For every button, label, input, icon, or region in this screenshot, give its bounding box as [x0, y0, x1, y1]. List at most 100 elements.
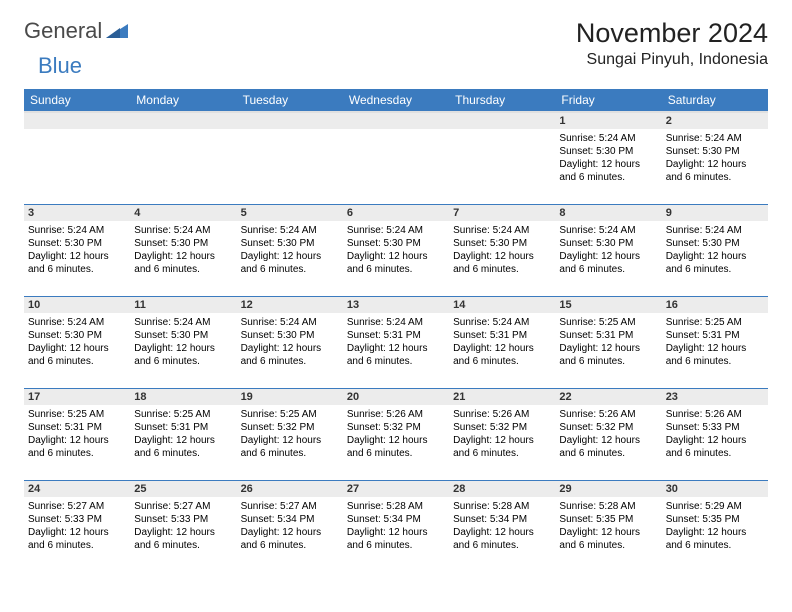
weekday-header: Friday — [555, 89, 661, 112]
day-details: Sunrise: 5:28 AMSunset: 5:34 PMDaylight:… — [449, 497, 555, 555]
day-details: Sunrise: 5:24 AMSunset: 5:30 PMDaylight:… — [555, 129, 661, 187]
calendar-day-cell: 17Sunrise: 5:25 AMSunset: 5:31 PMDayligh… — [24, 388, 130, 480]
day-details: Sunrise: 5:27 AMSunset: 5:34 PMDaylight:… — [237, 497, 343, 555]
day-details: Sunrise: 5:24 AMSunset: 5:30 PMDaylight:… — [130, 313, 236, 371]
day-details: Sunrise: 5:24 AMSunset: 5:31 PMDaylight:… — [343, 313, 449, 371]
day-details: Sunrise: 5:24 AMSunset: 5:30 PMDaylight:… — [237, 221, 343, 279]
weekday-header: Thursday — [449, 89, 555, 112]
day-number — [449, 113, 555, 129]
day-details: Sunrise: 5:24 AMSunset: 5:30 PMDaylight:… — [449, 221, 555, 279]
calendar-week-row: 24Sunrise: 5:27 AMSunset: 5:33 PMDayligh… — [24, 480, 768, 572]
day-details: Sunrise: 5:25 AMSunset: 5:31 PMDaylight:… — [662, 313, 768, 371]
day-number: 19 — [237, 389, 343, 405]
day-number: 15 — [555, 297, 661, 313]
day-number: 10 — [24, 297, 130, 313]
location: Sungai Pinyuh, Indonesia — [576, 51, 768, 69]
month-title: November 2024 — [576, 18, 768, 49]
day-number: 27 — [343, 481, 449, 497]
weekday-header: Monday — [130, 89, 236, 112]
weekday-header: Sunday — [24, 89, 130, 112]
calendar-day-cell: 24Sunrise: 5:27 AMSunset: 5:33 PMDayligh… — [24, 480, 130, 572]
day-number: 25 — [130, 481, 236, 497]
day-details: Sunrise: 5:24 AMSunset: 5:30 PMDaylight:… — [555, 221, 661, 279]
calendar-week-row: 17Sunrise: 5:25 AMSunset: 5:31 PMDayligh… — [24, 388, 768, 480]
day-number: 18 — [130, 389, 236, 405]
calendar-day-cell: 20Sunrise: 5:26 AMSunset: 5:32 PMDayligh… — [343, 388, 449, 480]
day-details: Sunrise: 5:25 AMSunset: 5:31 PMDaylight:… — [24, 405, 130, 463]
calendar-day-cell: 21Sunrise: 5:26 AMSunset: 5:32 PMDayligh… — [449, 388, 555, 480]
day-number: 4 — [130, 205, 236, 221]
day-details: Sunrise: 5:24 AMSunset: 5:31 PMDaylight:… — [449, 313, 555, 371]
day-number: 11 — [130, 297, 236, 313]
weekday-header: Tuesday — [237, 89, 343, 112]
calendar-day-cell: 3Sunrise: 5:24 AMSunset: 5:30 PMDaylight… — [24, 204, 130, 296]
day-details: Sunrise: 5:26 AMSunset: 5:32 PMDaylight:… — [555, 405, 661, 463]
day-number — [24, 113, 130, 129]
day-number: 5 — [237, 205, 343, 221]
day-details: Sunrise: 5:28 AMSunset: 5:35 PMDaylight:… — [555, 497, 661, 555]
day-details: Sunrise: 5:25 AMSunset: 5:31 PMDaylight:… — [555, 313, 661, 371]
day-details: Sunrise: 5:24 AMSunset: 5:30 PMDaylight:… — [662, 129, 768, 187]
title-block: November 2024 Sungai Pinyuh, Indonesia — [576, 18, 768, 69]
day-number: 21 — [449, 389, 555, 405]
day-number: 9 — [662, 205, 768, 221]
brand-triangle-icon — [106, 20, 128, 43]
day-number: 1 — [555, 113, 661, 129]
calendar-day-cell: 22Sunrise: 5:26 AMSunset: 5:32 PMDayligh… — [555, 388, 661, 480]
day-number: 16 — [662, 297, 768, 313]
calendar-day-cell: 28Sunrise: 5:28 AMSunset: 5:34 PMDayligh… — [449, 480, 555, 572]
day-number: 7 — [449, 205, 555, 221]
day-details: Sunrise: 5:24 AMSunset: 5:30 PMDaylight:… — [130, 221, 236, 279]
calendar-day-cell: 25Sunrise: 5:27 AMSunset: 5:33 PMDayligh… — [130, 480, 236, 572]
calendar-day-cell: 14Sunrise: 5:24 AMSunset: 5:31 PMDayligh… — [449, 296, 555, 388]
day-number — [130, 113, 236, 129]
day-number: 20 — [343, 389, 449, 405]
day-details: Sunrise: 5:25 AMSunset: 5:31 PMDaylight:… — [130, 405, 236, 463]
calendar-day-cell: 12Sunrise: 5:24 AMSunset: 5:30 PMDayligh… — [237, 296, 343, 388]
calendar-day-cell: 30Sunrise: 5:29 AMSunset: 5:35 PMDayligh… — [662, 480, 768, 572]
day-details: Sunrise: 5:24 AMSunset: 5:30 PMDaylight:… — [24, 221, 130, 279]
calendar-day-cell: 4Sunrise: 5:24 AMSunset: 5:30 PMDaylight… — [130, 204, 236, 296]
calendar-day-cell: 18Sunrise: 5:25 AMSunset: 5:31 PMDayligh… — [130, 388, 236, 480]
calendar-day-cell — [237, 112, 343, 204]
day-details: Sunrise: 5:26 AMSunset: 5:32 PMDaylight:… — [449, 405, 555, 463]
calendar-day-cell: 11Sunrise: 5:24 AMSunset: 5:30 PMDayligh… — [130, 296, 236, 388]
calendar-day-cell: 5Sunrise: 5:24 AMSunset: 5:30 PMDaylight… — [237, 204, 343, 296]
calendar-day-cell: 6Sunrise: 5:24 AMSunset: 5:30 PMDaylight… — [343, 204, 449, 296]
weekday-header: Wednesday — [343, 89, 449, 112]
day-number: 26 — [237, 481, 343, 497]
day-number: 30 — [662, 481, 768, 497]
day-number: 14 — [449, 297, 555, 313]
calendar-day-cell: 29Sunrise: 5:28 AMSunset: 5:35 PMDayligh… — [555, 480, 661, 572]
day-number: 23 — [662, 389, 768, 405]
day-number: 13 — [343, 297, 449, 313]
day-details: Sunrise: 5:25 AMSunset: 5:32 PMDaylight:… — [237, 405, 343, 463]
brand-logo: General — [24, 18, 130, 44]
day-details: Sunrise: 5:26 AMSunset: 5:32 PMDaylight:… — [343, 405, 449, 463]
day-details: Sunrise: 5:27 AMSunset: 5:33 PMDaylight:… — [130, 497, 236, 555]
calendar-day-cell — [24, 112, 130, 204]
day-number: 29 — [555, 481, 661, 497]
weekday-header-row: Sunday Monday Tuesday Wednesday Thursday… — [24, 89, 768, 112]
day-details: Sunrise: 5:24 AMSunset: 5:30 PMDaylight:… — [662, 221, 768, 279]
calendar-day-cell: 9Sunrise: 5:24 AMSunset: 5:30 PMDaylight… — [662, 204, 768, 296]
day-details: Sunrise: 5:26 AMSunset: 5:33 PMDaylight:… — [662, 405, 768, 463]
day-details: Sunrise: 5:24 AMSunset: 5:30 PMDaylight:… — [343, 221, 449, 279]
calendar-table: Sunday Monday Tuesday Wednesday Thursday… — [24, 89, 768, 572]
calendar-day-cell — [449, 112, 555, 204]
calendar-week-row: 10Sunrise: 5:24 AMSunset: 5:30 PMDayligh… — [24, 296, 768, 388]
calendar-day-cell: 19Sunrise: 5:25 AMSunset: 5:32 PMDayligh… — [237, 388, 343, 480]
calendar-day-cell: 2Sunrise: 5:24 AMSunset: 5:30 PMDaylight… — [662, 112, 768, 204]
calendar-day-cell — [343, 112, 449, 204]
calendar-day-cell: 15Sunrise: 5:25 AMSunset: 5:31 PMDayligh… — [555, 296, 661, 388]
calendar-day-cell: 16Sunrise: 5:25 AMSunset: 5:31 PMDayligh… — [662, 296, 768, 388]
day-number — [343, 113, 449, 129]
calendar-day-cell: 26Sunrise: 5:27 AMSunset: 5:34 PMDayligh… — [237, 480, 343, 572]
calendar-day-cell: 8Sunrise: 5:24 AMSunset: 5:30 PMDaylight… — [555, 204, 661, 296]
weekday-header: Saturday — [662, 89, 768, 112]
day-details: Sunrise: 5:24 AMSunset: 5:30 PMDaylight:… — [237, 313, 343, 371]
day-number: 24 — [24, 481, 130, 497]
calendar-day-cell: 10Sunrise: 5:24 AMSunset: 5:30 PMDayligh… — [24, 296, 130, 388]
day-details: Sunrise: 5:28 AMSunset: 5:34 PMDaylight:… — [343, 497, 449, 555]
calendar-week-row: 3Sunrise: 5:24 AMSunset: 5:30 PMDaylight… — [24, 204, 768, 296]
